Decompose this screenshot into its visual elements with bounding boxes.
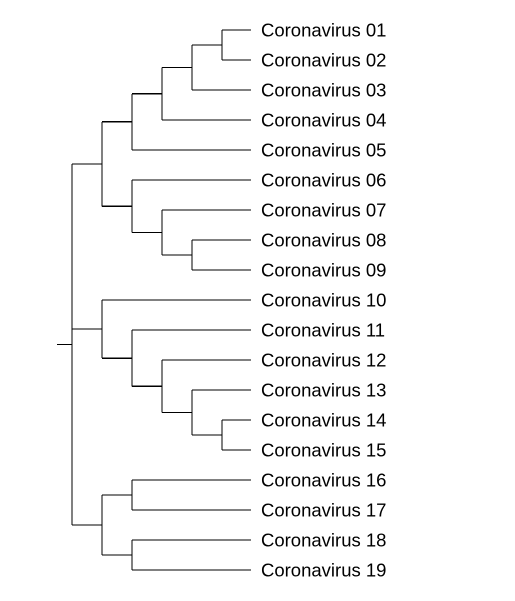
leaf-label-15: Coronavirus 15: [261, 440, 386, 461]
leaf-label-05: Coronavirus 05: [261, 140, 386, 161]
leaf-label-14: Coronavirus 14: [261, 410, 386, 431]
tree-branches: [57, 29, 251, 571]
leaf-label-01: Coronavirus 01: [261, 20, 386, 41]
leaf-label-18: Coronavirus 18: [261, 530, 386, 551]
leaf-label-19: Coronavirus 19: [261, 560, 386, 581]
leaf-label-12: Coronavirus 12: [261, 350, 386, 371]
leaf-label-03: Coronavirus 03: [261, 80, 386, 101]
leaf-label-08: Coronavirus 08: [261, 230, 386, 251]
leaf-label-07: Coronavirus 07: [261, 200, 386, 221]
leaf-label-16: Coronavirus 16: [261, 470, 386, 491]
leaf-label-06: Coronavirus 06: [261, 170, 386, 191]
leaf-label-11: Coronavirus 11: [261, 320, 385, 341]
leaf-label-17: Coronavirus 17: [261, 500, 386, 521]
leaf-label-09: Coronavirus 09: [261, 260, 386, 281]
leaf-label-02: Coronavirus 02: [261, 50, 386, 71]
leaf-label-04: Coronavirus 04: [261, 110, 386, 131]
leaf-labels: Coronavirus 01 Coronavirus 02 Coronaviru…: [261, 20, 386, 581]
leaf-label-13: Coronavirus 13: [261, 380, 386, 401]
leaf-label-10: Coronavirus 10: [261, 290, 386, 311]
